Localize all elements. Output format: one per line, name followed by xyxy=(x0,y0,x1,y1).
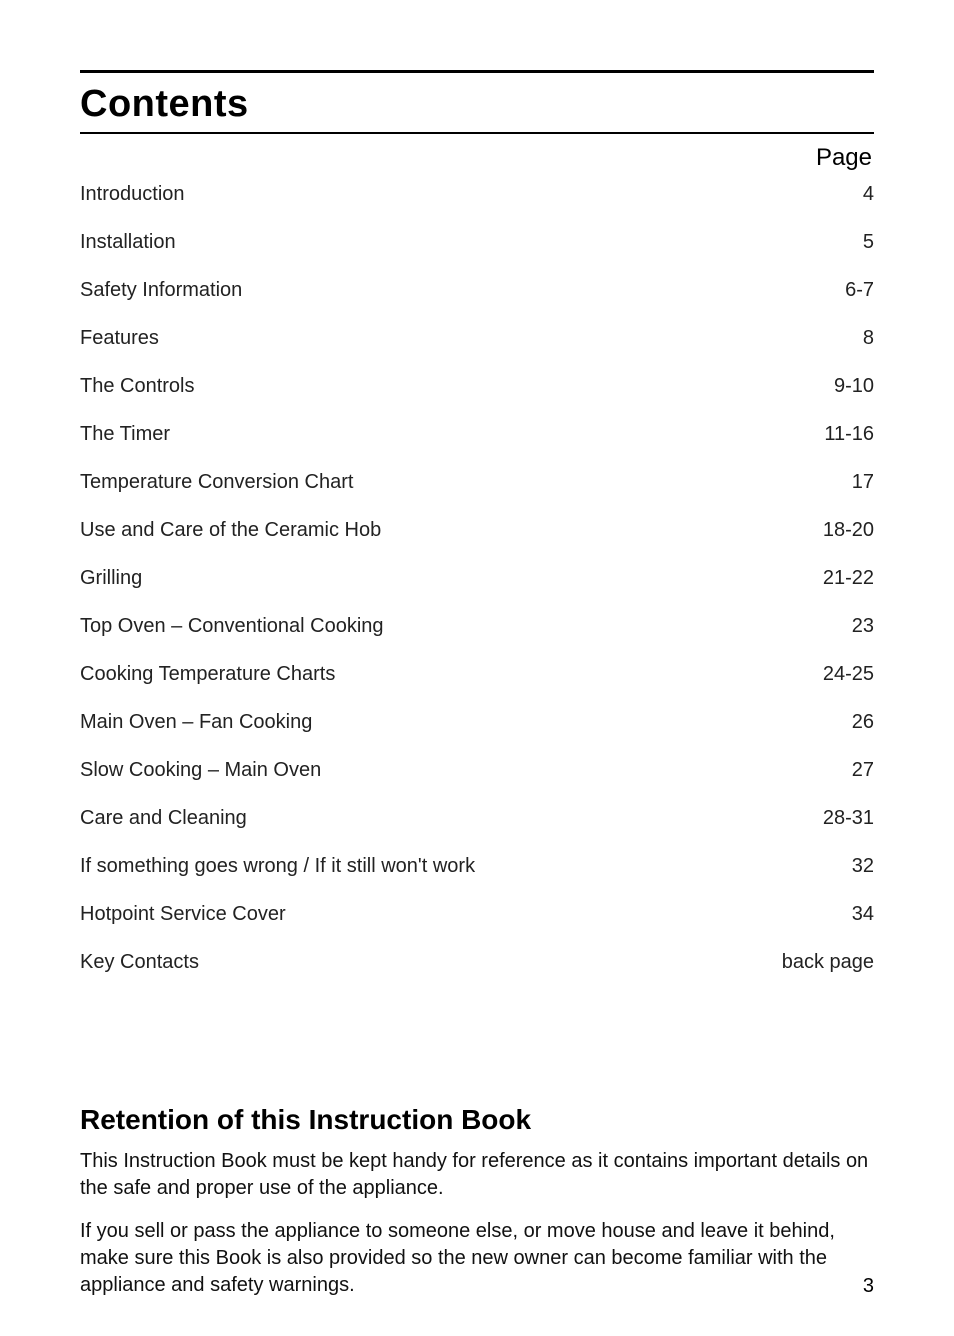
top-horizontal-rule xyxy=(80,70,874,73)
toc-row: Features8 xyxy=(80,326,874,350)
toc-row: Safety Information6-7 xyxy=(80,278,874,302)
page-number: 3 xyxy=(863,1275,874,1298)
toc-list: Introduction4 Installation5 Safety Infor… xyxy=(80,182,874,974)
toc-page: 18-20 xyxy=(803,518,874,542)
toc-page: 32 xyxy=(832,854,874,878)
contents-heading: Contents xyxy=(80,83,874,126)
toc-page: 27 xyxy=(832,758,874,782)
toc-label: Temperature Conversion Chart xyxy=(80,470,832,494)
toc-label: Care and Cleaning xyxy=(80,806,803,830)
toc-row: Use and Care of the Ceramic Hob18-20 xyxy=(80,518,874,542)
toc-page: 21-22 xyxy=(803,566,874,590)
toc-row: Key Contactsback page xyxy=(80,950,874,974)
toc-label: Use and Care of the Ceramic Hob xyxy=(80,518,803,542)
toc-row: Main Oven – Fan Cooking26 xyxy=(80,710,874,734)
toc-label: Top Oven – Conventional Cooking xyxy=(80,614,832,638)
toc-row: Temperature Conversion Chart17 xyxy=(80,470,874,494)
toc-label: If something goes wrong / If it still wo… xyxy=(80,854,832,878)
toc-page: 6-7 xyxy=(825,278,874,302)
toc-label: Installation xyxy=(80,230,843,254)
toc-label: Main Oven – Fan Cooking xyxy=(80,710,832,734)
toc-page: back page xyxy=(762,950,874,974)
retention-heading: Retention of this Instruction Book xyxy=(80,1104,874,1136)
retention-section: Retention of this Instruction Book This … xyxy=(80,1104,874,1299)
toc-page: 26 xyxy=(832,710,874,734)
toc-row: Hotpoint Service Cover34 xyxy=(80,902,874,926)
toc-page: 24-25 xyxy=(803,662,874,686)
toc-label: Grilling xyxy=(80,566,803,590)
toc-label: Features xyxy=(80,326,843,350)
toc-label: The Controls xyxy=(80,374,814,398)
toc-label: Hotpoint Service Cover xyxy=(80,902,832,926)
toc-page: 28-31 xyxy=(803,806,874,830)
toc-row: Introduction4 xyxy=(80,182,874,206)
toc-row: Slow Cooking – Main Oven27 xyxy=(80,758,874,782)
toc-page: 9-10 xyxy=(814,374,874,398)
title-underline-rule xyxy=(80,132,874,134)
toc-row: Installation5 xyxy=(80,230,874,254)
toc-label: Introduction xyxy=(80,182,843,206)
toc-row: The Controls9-10 xyxy=(80,374,874,398)
toc-row: Cooking Temperature Charts24-25 xyxy=(80,662,874,686)
toc-label: Cooking Temperature Charts xyxy=(80,662,803,686)
page-column-header: Page xyxy=(80,144,874,172)
toc-row: Care and Cleaning28-31 xyxy=(80,806,874,830)
toc-page: 8 xyxy=(843,326,874,350)
toc-row: Grilling21-22 xyxy=(80,566,874,590)
toc-label: Slow Cooking – Main Oven xyxy=(80,758,832,782)
retention-paragraph-1: This Instruction Book must be kept handy… xyxy=(80,1148,874,1202)
toc-row: If something goes wrong / If it still wo… xyxy=(80,854,874,878)
toc-label: Key Contacts xyxy=(80,950,762,974)
toc-row: The Timer11-16 xyxy=(80,422,874,446)
toc-page: 11-16 xyxy=(804,422,874,446)
toc-row: Top Oven – Conventional Cooking23 xyxy=(80,614,874,638)
toc-label: Safety Information xyxy=(80,278,825,302)
toc-page: 4 xyxy=(843,182,874,206)
toc-label: The Timer xyxy=(80,422,804,446)
toc-page: 34 xyxy=(832,902,874,926)
toc-page: 23 xyxy=(832,614,874,638)
toc-page: 5 xyxy=(843,230,874,254)
retention-paragraph-2: If you sell or pass the appliance to som… xyxy=(80,1218,874,1299)
toc-page: 17 xyxy=(832,470,874,494)
